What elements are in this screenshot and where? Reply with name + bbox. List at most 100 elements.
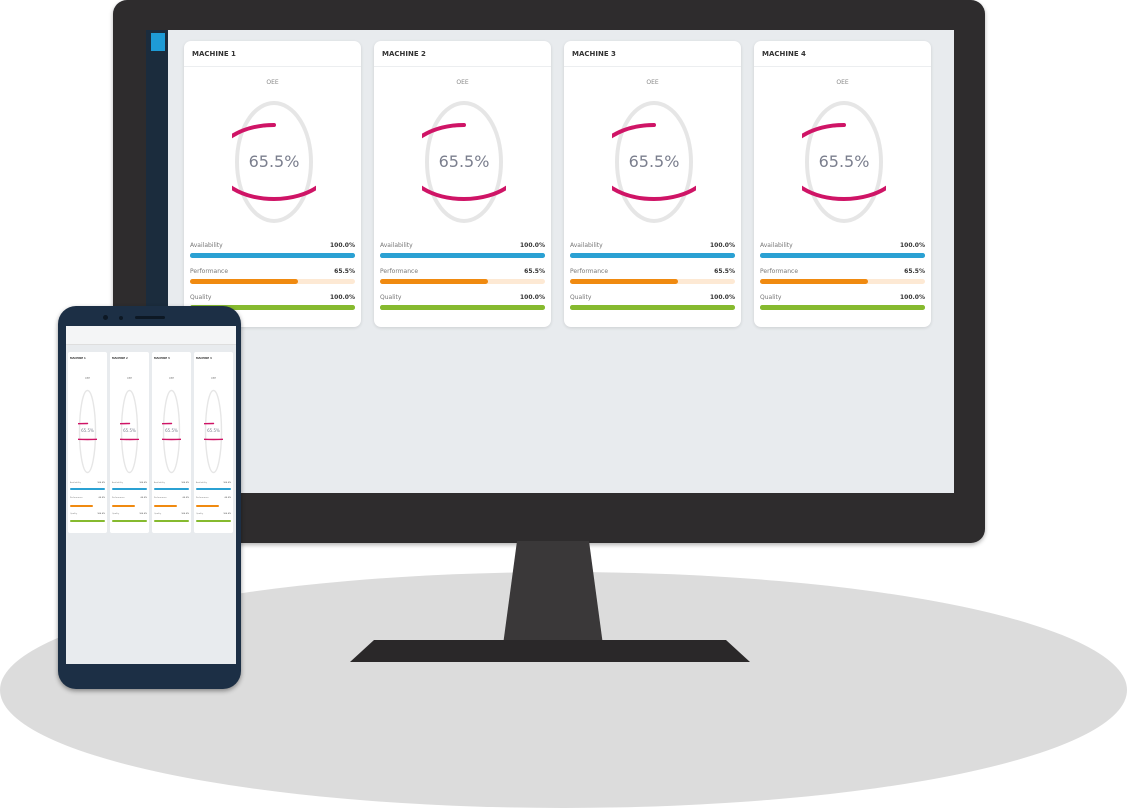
metric-bar-fill xyxy=(190,279,299,284)
mobile-machine-card[interactable]: MACHINE 3 OEE 65.5% Availability 100.0% … xyxy=(129,352,214,533)
metric-bar-fill xyxy=(190,253,355,258)
gauge-track xyxy=(805,101,883,223)
gauge-track xyxy=(425,101,503,223)
metric-bar-track xyxy=(190,279,355,284)
mobile-metric-value: 100.0% xyxy=(181,513,189,515)
metric-availability: Availability 100.0% xyxy=(570,242,735,264)
metric-label: Quality xyxy=(760,294,782,301)
mobile-oee-label: OEE xyxy=(210,377,217,380)
metric-label: Availability xyxy=(190,242,223,249)
mobile-metric-label: Quality xyxy=(70,513,78,515)
metric-bar-fill xyxy=(190,305,355,310)
metric-bar-fill xyxy=(570,305,735,310)
oee-value: 65.5% xyxy=(248,152,300,171)
machine-card[interactable]: MACHINE 1 OEE 65.5% Availability 100.0% … xyxy=(184,41,361,327)
gauge-track xyxy=(162,389,181,474)
mobile-metric-value: 100.0% xyxy=(139,513,147,515)
metric-bar-fill xyxy=(760,279,869,284)
oee-gauge: 65.5% xyxy=(403,96,525,228)
mobile-metric-value: 65.5% xyxy=(140,497,147,499)
mobile-metric-value: 65.5% xyxy=(98,497,105,499)
machine-card[interactable]: MACHINE 3 OEE 65.5% Availability 100.0% … xyxy=(564,41,741,327)
metric-value: 100.0% xyxy=(330,242,355,249)
metric-bar-track xyxy=(570,305,735,310)
oee-label: OEE xyxy=(646,79,659,86)
gauge-arc xyxy=(66,422,130,441)
app-logo[interactable] xyxy=(151,33,165,51)
metric-quality: Quality 100.0% xyxy=(760,294,925,316)
metric-bar-fill xyxy=(570,253,735,258)
mobile-oee-gauge: 65.5% xyxy=(129,388,214,475)
metric-bar-track xyxy=(760,253,925,258)
metric-availability: Availability 100.0% xyxy=(760,242,925,264)
mobile-oee-label: OEE xyxy=(126,377,133,380)
mobile-machine-title: MACHINE 4 xyxy=(196,357,212,360)
mobile-bar-performance xyxy=(196,505,219,507)
gauge-track xyxy=(235,101,313,223)
gauge-track xyxy=(78,389,97,474)
metric-label: Quality xyxy=(570,294,592,301)
machine-card[interactable]: MACHINE 4 OEE 65.5% Availability 100.0% … xyxy=(754,41,931,327)
metric-availability: Availability 100.0% xyxy=(190,242,355,264)
phone-screen: MACHINE 1 OEE 65.5% Availability 100.0% … xyxy=(66,326,236,664)
mobile-bar-quality xyxy=(112,520,147,522)
mobile-oee-value: 65.5% xyxy=(207,428,220,433)
mobile-metric-label: Performance xyxy=(70,497,83,499)
mobile-bar-availability xyxy=(196,488,231,490)
metric-bar-fill xyxy=(380,253,545,258)
mobile-bar-quality xyxy=(154,520,189,522)
mobile-gauge-svg xyxy=(66,389,130,474)
monitor-stand-neck xyxy=(503,541,603,645)
mobile-metric-value: 65.5% xyxy=(224,497,231,499)
metric-label: Performance xyxy=(190,268,229,275)
mobile-metric-label: Availability xyxy=(112,482,123,484)
mobile-metric-label: Performance xyxy=(196,497,209,499)
machine-title: MACHINE 2 xyxy=(374,41,551,67)
metric-bar-track xyxy=(190,305,355,310)
metric-quality: Quality 100.0% xyxy=(190,294,355,316)
metric-quality: Quality 100.0% xyxy=(380,294,545,316)
mobile-metric-label: Performance xyxy=(154,497,167,499)
metric-performance: Performance 65.5% xyxy=(760,268,925,290)
oee-gauge: 65.5% xyxy=(593,96,715,228)
mobile-metric-label: Quality xyxy=(196,513,204,515)
oee-gauge: 65.5% xyxy=(783,96,905,228)
monitor-stand-base xyxy=(350,640,750,662)
mobile-oee-value: 65.5% xyxy=(165,428,178,433)
metric-bar-track xyxy=(190,253,355,258)
mobile-bar-availability xyxy=(154,488,189,490)
metric-performance: Performance 65.5% xyxy=(570,268,735,290)
metric-bar-track xyxy=(380,253,545,258)
oee-label: OEE xyxy=(266,79,279,86)
machine-card[interactable]: MACHINE 2 OEE 65.5% Availability 100.0% … xyxy=(374,41,551,327)
mobile-metric-value: 100.0% xyxy=(223,513,231,515)
metric-label: Quality xyxy=(190,294,212,301)
mobile-machine-card[interactable]: MACHINE 4 OEE 65.5% Availability 100.0% … xyxy=(171,352,236,533)
gauge-track xyxy=(120,389,139,474)
mobile-bar-availability xyxy=(112,488,147,490)
phone-header xyxy=(66,326,236,345)
metric-bar-fill xyxy=(380,279,489,284)
metric-label: Availability xyxy=(570,242,603,249)
mobile-metric-label: Quality xyxy=(112,513,120,515)
phone-speaker xyxy=(135,316,165,319)
mobile-metric-label: Quality xyxy=(154,513,162,515)
metric-bar-track xyxy=(380,279,545,284)
oee-value: 65.5% xyxy=(818,152,870,171)
phone-camera xyxy=(103,315,108,320)
mobile-oee-label: OEE xyxy=(168,377,175,380)
metric-value: 100.0% xyxy=(330,294,355,301)
mobile-metric-value: 100.0% xyxy=(181,482,189,484)
metric-label: Performance xyxy=(760,268,799,275)
metric-bar-fill xyxy=(760,253,925,258)
mobile-metric-label: Availability xyxy=(154,482,165,484)
mobile-metric-label: Availability xyxy=(196,482,207,484)
mobile-machine-card[interactable]: MACHINE 2 OEE 65.5% Availability 100.0% … xyxy=(87,352,172,533)
mobile-oee-gauge: 65.5% xyxy=(66,388,130,475)
mobile-metric-value: 100.0% xyxy=(139,482,147,484)
gauge-track xyxy=(204,389,223,474)
phone-sensor xyxy=(119,316,123,320)
oee-value: 65.5% xyxy=(438,152,490,171)
mobile-machine-card[interactable]: MACHINE 1 OEE 65.5% Availability 100.0% … xyxy=(66,352,130,533)
mobile-metric-value: 100.0% xyxy=(223,482,231,484)
